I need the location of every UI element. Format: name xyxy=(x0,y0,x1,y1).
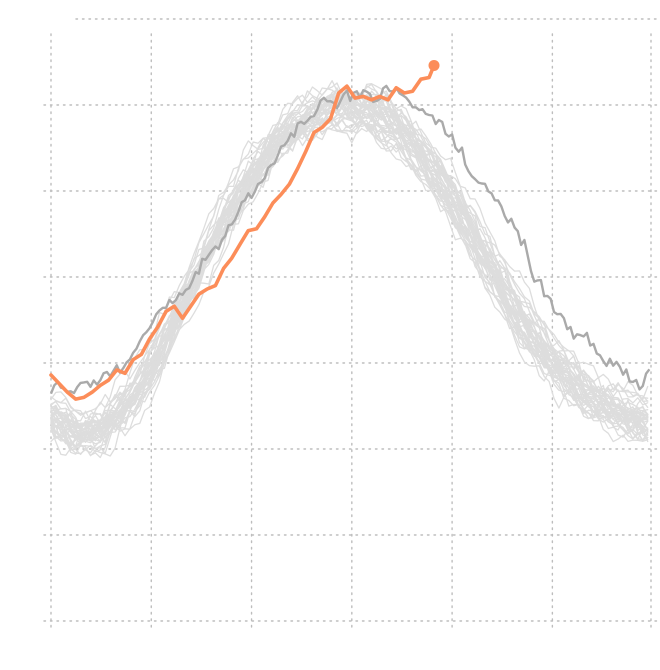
current-year-line xyxy=(49,63,436,401)
historical-series-line xyxy=(50,106,649,445)
historical-series-group xyxy=(50,80,649,459)
grid-lines xyxy=(43,18,659,633)
previous-year-series-group xyxy=(49,84,651,395)
historical-series-line xyxy=(50,109,649,457)
previous-year-line xyxy=(49,84,651,395)
historical-series-line xyxy=(50,118,649,445)
historical-series-line xyxy=(50,125,649,444)
historical-series-line xyxy=(50,82,649,430)
current-year-series-group xyxy=(49,59,440,401)
current-year-endpoint xyxy=(428,59,440,71)
historical-series-line xyxy=(50,117,649,443)
historical-series-line xyxy=(50,89,649,448)
